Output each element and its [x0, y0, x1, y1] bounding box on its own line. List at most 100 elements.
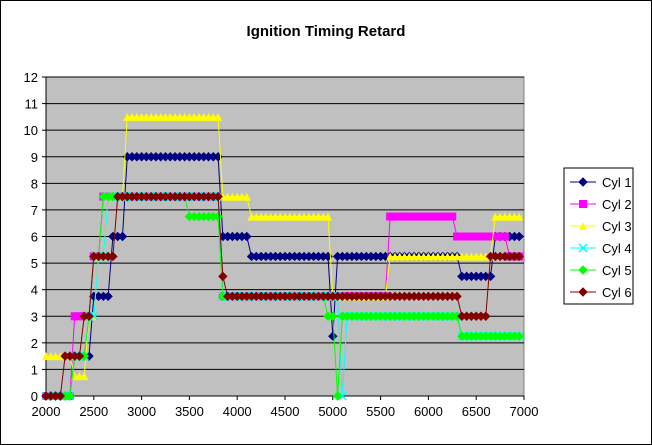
y-tick-label: 1	[31, 362, 38, 377]
data-point-cyl-6	[84, 311, 94, 321]
series-line-cyl-3	[46, 116, 520, 377]
data-point-cyl-1	[242, 231, 252, 242]
y-tick-label: 7	[31, 203, 38, 218]
x-tick-label: 5000	[318, 404, 347, 419]
data-point-cyl-2	[448, 212, 457, 221]
data-point-cyl-2	[424, 212, 433, 221]
legend-box	[563, 167, 634, 305]
data-point-cyl-2	[491, 232, 500, 241]
data-point-cyl-5	[328, 311, 338, 321]
legend-item-cyl-1: Cyl 1	[570, 175, 632, 190]
y-tick-label: 11	[25, 97, 39, 112]
data-point-cyl-1	[117, 231, 128, 242]
x-tick-label: 6500	[462, 404, 491, 419]
data-point-cyl-5	[514, 331, 524, 341]
data-point-cyl-6	[55, 391, 66, 401]
legend-label-cyl-3: Cyl 3	[602, 219, 632, 234]
data-point-cyl-2	[500, 232, 509, 241]
legend-item-cyl-6: Cyl 6	[570, 285, 632, 300]
data-point-cyl-2	[70, 312, 79, 321]
legend-label-cyl-4: Cyl 4	[602, 241, 632, 256]
legend-marker-cyl-3	[579, 222, 587, 230]
data-point-cyl-1	[103, 291, 113, 302]
x-tick-label: 6000	[414, 404, 443, 419]
data-point-cyl-1	[328, 331, 338, 341]
data-point-cyl-2	[395, 212, 404, 221]
data-point-cyl-2	[472, 232, 481, 241]
series-cyl-1	[41, 152, 524, 401]
x-tick-label: 2000	[32, 404, 61, 419]
legend-marker-cyl-1	[578, 177, 588, 187]
data-point-cyl-2	[414, 212, 423, 221]
data-point-cyl-2	[419, 212, 428, 221]
data-point-cyl-6	[514, 251, 524, 262]
data-point-cyl-6	[74, 351, 85, 361]
x-tick-label: 5500	[366, 404, 395, 419]
data-point-cyl-3	[214, 112, 223, 121]
data-point-cyl-2	[457, 232, 466, 241]
legend-label-cyl-2: Cyl 2	[602, 197, 632, 212]
y-tick-label: 2	[31, 336, 38, 351]
data-point-cyl-3	[324, 212, 333, 221]
legend-item-cyl-5: Cyl 5	[570, 263, 632, 278]
legend-marker-cyl-2	[579, 200, 587, 208]
data-point-cyl-2	[438, 212, 447, 221]
data-point-cyl-2	[462, 232, 471, 241]
y-tick-label: 9	[31, 150, 38, 165]
legend: Cyl 1 Cyl 2 Cyl 3 Cyl 4 Cyl 5 Cyl 6	[563, 167, 634, 305]
y-tick-label: 12	[24, 70, 38, 85]
data-point-cyl-6	[108, 251, 118, 262]
data-point-cyl-4	[89, 311, 99, 321]
data-point-cyl-6	[213, 191, 223, 202]
data-point-cyl-5	[332, 391, 343, 401]
data-point-cyl-1	[514, 231, 524, 242]
data-point-cyl-2	[481, 232, 490, 241]
x-tick-label: 2500	[79, 404, 108, 419]
x-tick-label: 3500	[175, 404, 204, 419]
data-point-cyl-2	[405, 212, 414, 221]
x-tick-label: 7000	[510, 404, 539, 419]
y-tick-label: 0	[31, 389, 38, 404]
x-tick-label: 4500	[271, 404, 300, 419]
legend-marker-cyl-6	[578, 287, 588, 297]
data-point-cyl-6	[481, 311, 491, 321]
data-point-cyl-3	[515, 212, 524, 221]
data-point-cyl-2	[390, 212, 399, 221]
data-point-cyl-5	[213, 211, 223, 222]
data-point-cyl-2	[476, 232, 485, 241]
series-lines	[41, 112, 524, 401]
legend-label-cyl-6: Cyl 6	[602, 285, 632, 300]
data-point-cyl-2	[410, 212, 419, 221]
data-point-cyl-2	[443, 212, 452, 221]
y-tick-label: 3	[31, 309, 38, 324]
data-point-cyl-2	[75, 312, 84, 321]
chart-title: Ignition Timing Retard	[247, 23, 406, 40]
y-tick-label: 6	[31, 230, 38, 245]
x-tick-label: 3000	[127, 404, 156, 419]
legend-marker-cyl-4	[578, 243, 588, 253]
data-point-cyl-3	[242, 192, 251, 201]
data-point-cyl-2	[400, 212, 409, 221]
legend-label-cyl-1: Cyl 1	[602, 175, 632, 190]
legend-item-cyl-3: Cyl 3	[570, 219, 632, 234]
data-point-cyl-6	[218, 271, 228, 282]
y-tick-label: 10	[24, 123, 38, 138]
data-point-cyl-2	[467, 232, 476, 241]
data-point-cyl-2	[429, 212, 438, 221]
data-point-cyl-4	[337, 391, 347, 401]
y-tick-label: 5	[31, 256, 38, 271]
data-point-cyl-2	[453, 232, 462, 241]
data-point-cyl-2	[386, 212, 395, 221]
legend-label-cyl-5: Cyl 5	[602, 263, 632, 278]
data-point-cyl-5	[65, 391, 75, 401]
data-point-cyl-2	[486, 232, 495, 241]
data-point-cyl-2	[496, 232, 505, 241]
legend-marker-cyl-5	[578, 265, 588, 275]
data-point-cyl-2	[433, 212, 442, 221]
legend-item-cyl-4: Cyl 4	[570, 241, 632, 256]
y-tick-label: 4	[31, 283, 38, 298]
series-cyl-6	[41, 191, 524, 401]
y-tick-label: 8	[31, 176, 38, 191]
